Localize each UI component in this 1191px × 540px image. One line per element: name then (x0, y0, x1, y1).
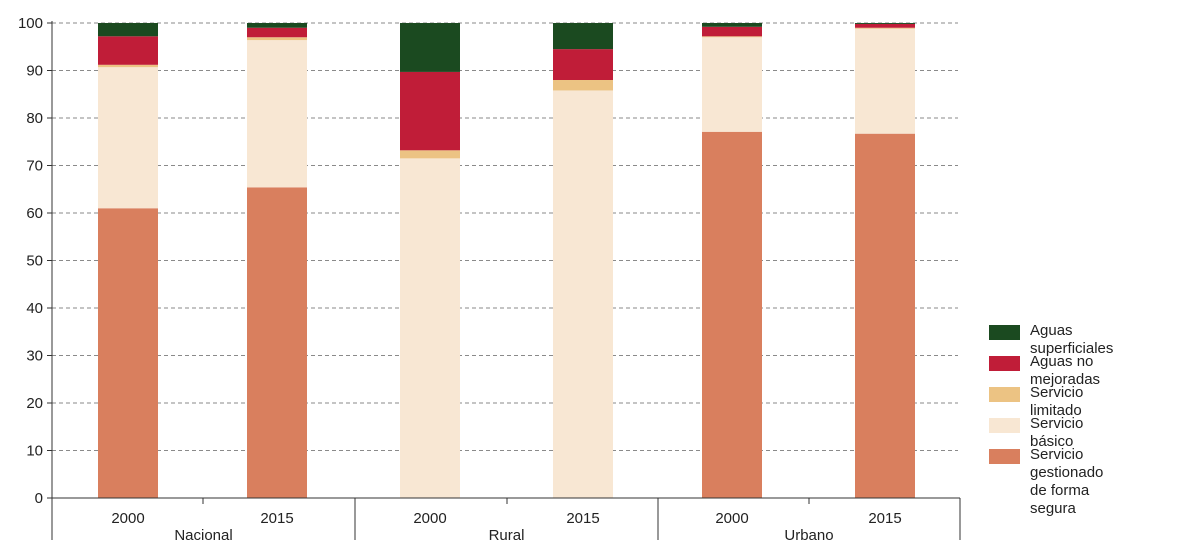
bar-segment (553, 80, 613, 91)
bar-segment (553, 90, 613, 498)
bar-segment (98, 208, 158, 498)
bar-segment (98, 36, 158, 65)
bar-segment (855, 23, 915, 24)
bar-segment (400, 23, 460, 72)
x-axis-labels: 2000 2015 Nacional 2000 2015 Rural 2000 2015 Urb… (111, 510, 901, 540)
bar-segment (855, 133, 915, 499)
y-tick-label: 100 (18, 15, 43, 32)
bar-segment (247, 187, 307, 498)
bar-segment (855, 27, 915, 29)
legend-label: Aguas superficiales (1030, 322, 1114, 357)
axes (51, 21, 961, 540)
legend-swatch (989, 356, 1020, 371)
x-tick-label: 2015 (566, 510, 599, 527)
bar-segment (702, 23, 762, 27)
x-tick-label: 2000 (413, 510, 446, 527)
y-tick-label: 0 (35, 490, 43, 507)
legend-swatch (989, 325, 1020, 340)
y-axis-ticks: 0 10 20 30 40 50 60 70 80 90 100 (18, 15, 52, 507)
bar-segment (855, 28, 915, 134)
y-tick-label: 40 (26, 300, 43, 317)
y-tick-label: 20 (26, 395, 43, 412)
bar-segment (702, 26, 762, 37)
legend-label: Servicio gestionado de forma segura (1030, 446, 1104, 517)
x-tick-label: 2015 (868, 510, 901, 527)
bar-segment (400, 158, 460, 498)
bar-segment (98, 64, 158, 68)
bar-segment (855, 23, 915, 28)
x-tick-label: 2000 (715, 510, 748, 527)
bar-segment (247, 23, 307, 28)
bar-segment (553, 49, 613, 80)
bar-segment (702, 36, 762, 38)
x-tick-label: 2000 (111, 510, 144, 527)
bar-segment (247, 40, 307, 188)
bar-segment (702, 37, 762, 132)
y-tick-label: 30 (26, 348, 43, 365)
bar-segment (247, 27, 307, 38)
legend-label: Aguas no mejoradas (1030, 353, 1101, 388)
legend-label: Servicio limitado (1030, 384, 1084, 419)
bar-segment (98, 67, 158, 209)
legend-swatch (989, 449, 1020, 464)
bar-segment (702, 131, 762, 498)
gridlines (52, 22, 958, 451)
legend-swatch (989, 418, 1020, 433)
y-tick-label: 90 (26, 63, 43, 80)
bar-segment (553, 23, 613, 50)
group-label: Nacional (174, 527, 232, 540)
group-label: Rural (489, 527, 525, 540)
y-tick-label: 50 (26, 253, 43, 270)
bar-segment (400, 71, 460, 151)
y-tick-label: 60 (26, 205, 43, 222)
group-label: Urbano (784, 527, 833, 540)
y-tick-label: 10 (26, 443, 43, 460)
bar-segment (247, 37, 307, 41)
x-tick-label: 2015 (260, 510, 293, 527)
y-tick-label: 80 (26, 110, 43, 127)
bar-segment (400, 150, 460, 159)
y-tick-label: 70 (26, 158, 43, 175)
bars (98, 23, 915, 499)
legend-label: Servicio básico (1030, 415, 1084, 450)
bar-segment (98, 23, 158, 37)
legend-swatch (989, 387, 1020, 402)
